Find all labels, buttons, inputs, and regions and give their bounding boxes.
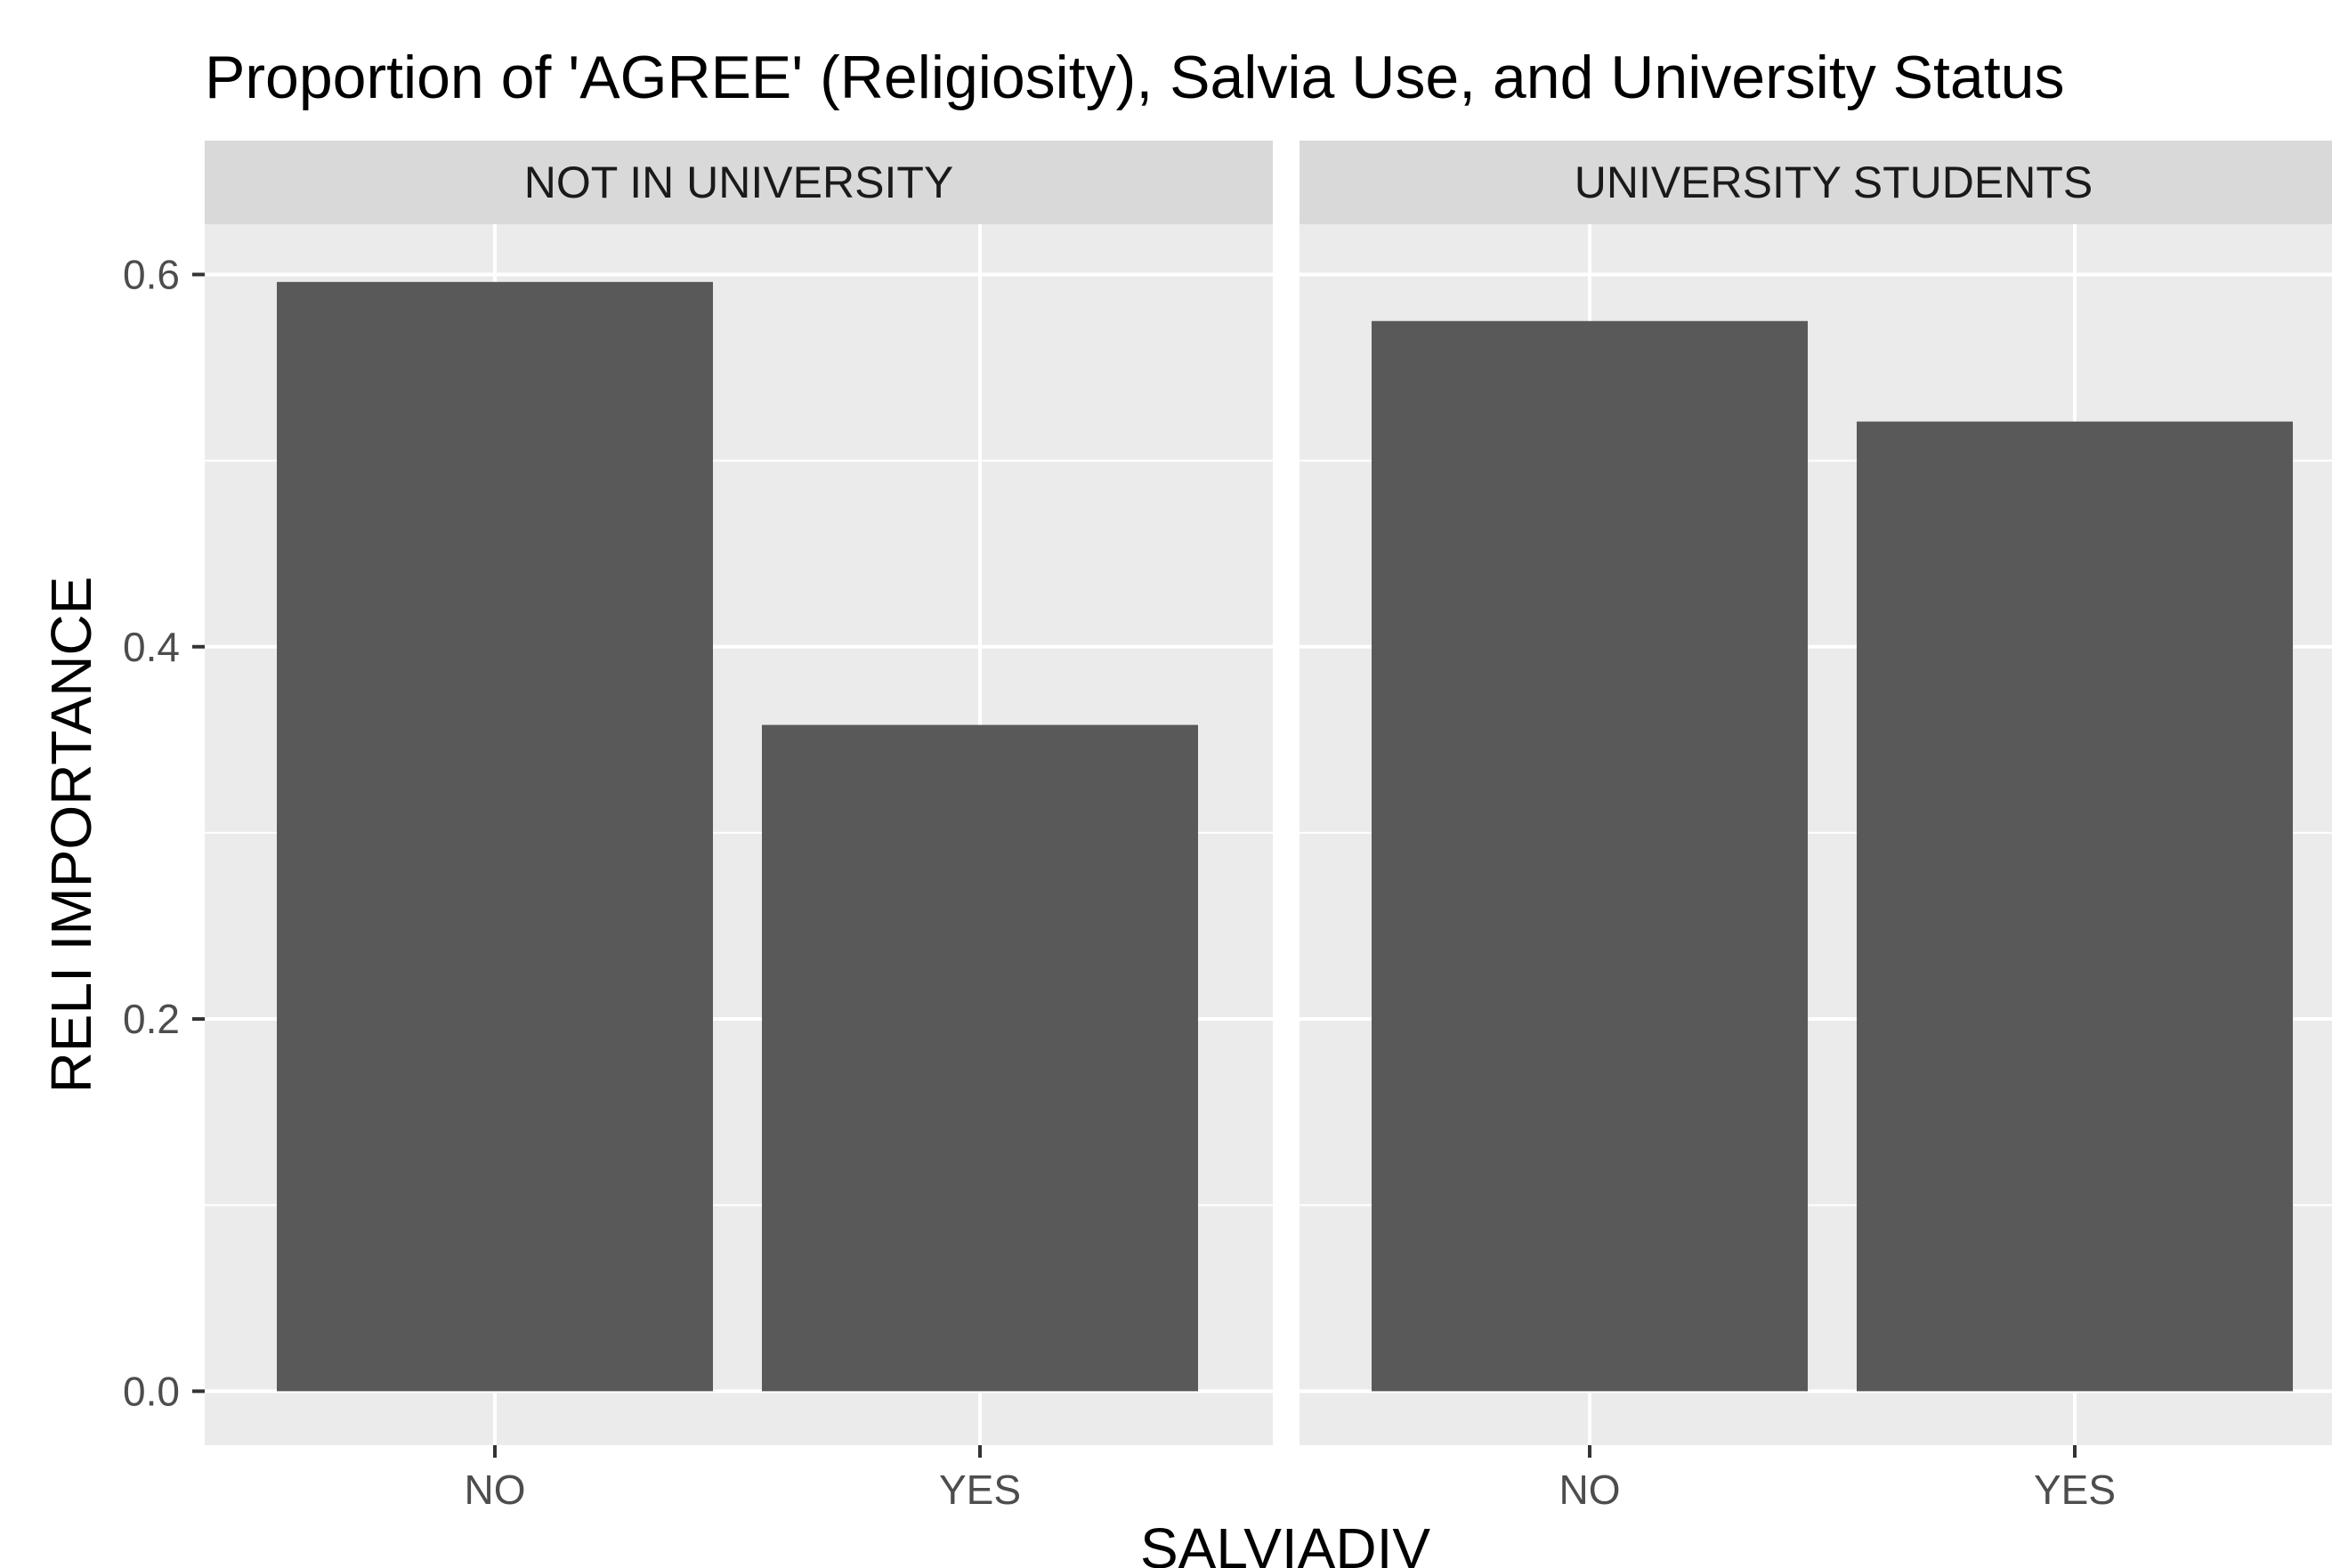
bar-no	[1372, 320, 1808, 1392]
facet-strip-1	[1300, 141, 2332, 224]
x-axis: NO YES NO YES	[465, 1445, 2116, 1513]
y-tick-label: 0.0	[123, 1368, 180, 1414]
bar-yes	[762, 724, 1198, 1392]
bars-0	[277, 281, 1198, 1392]
x-tick-label: NO	[465, 1467, 526, 1513]
facet-strip-0	[205, 141, 1273, 224]
chart-title: Proportion of 'AGREE' (Religiosity), Sal…	[205, 44, 2064, 111]
bars-1	[1372, 320, 2293, 1392]
y-axis: 0.0 0.2 0.4 0.6	[123, 251, 205, 1414]
facet-strip-label-1: UNIVERSITY STUDENTS	[1575, 158, 2093, 207]
x-axis-title: SALVIADIV	[1140, 1516, 1430, 1568]
facet-panel-0: NOT IN UNIVERSITY	[205, 141, 1273, 1445]
facet-strip-label-0: NOT IN UNIVERSITY	[524, 158, 953, 207]
bar-no	[277, 281, 713, 1392]
x-tick-label: NO	[1559, 1467, 1621, 1513]
y-tick-label: 0.6	[123, 251, 180, 297]
facet-panel-1: UNIVERSITY STUDENTS	[1300, 141, 2332, 1445]
x-tick-label: YES	[939, 1467, 1021, 1513]
bar-yes	[1857, 421, 2293, 1392]
x-tick-label: YES	[2034, 1467, 2116, 1513]
y-tick-label: 0.4	[123, 624, 180, 670]
y-tick-label: 0.2	[123, 996, 180, 1042]
y-axis-title: RELI IMPORTANCE	[39, 577, 103, 1094]
